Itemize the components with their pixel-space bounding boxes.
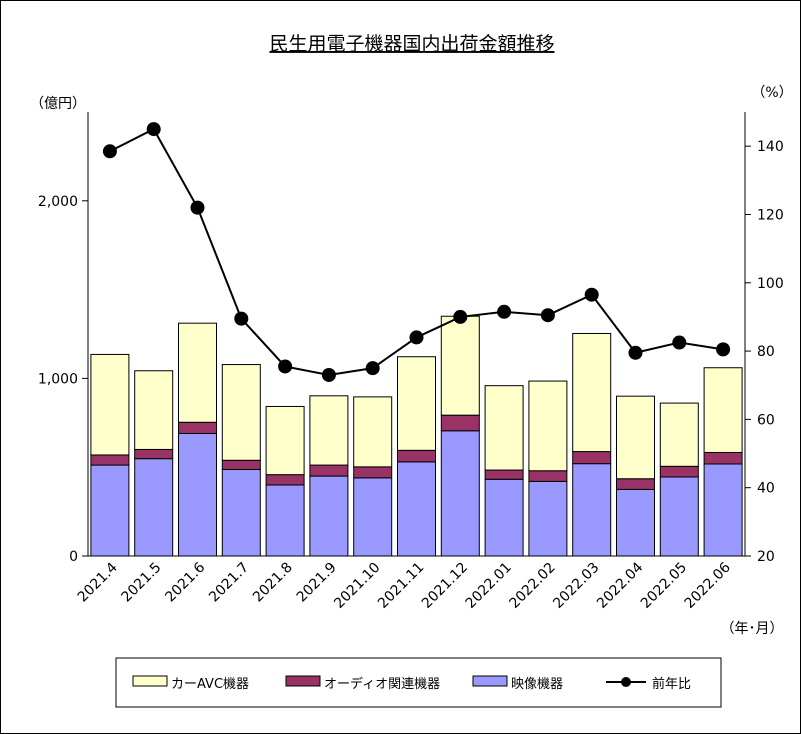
bar-segment (528, 380, 568, 472)
bar-segment (134, 370, 174, 450)
yoy-point (146, 122, 161, 137)
right-axis-tick-label: 140 (757, 139, 784, 155)
yoy-point (321, 367, 336, 382)
right-axis-tick-label: 20 (757, 549, 775, 565)
yoy-point (234, 311, 249, 326)
bar-segment (221, 364, 261, 461)
plot-area: 0 1,000 2,000 20 40 60 80 100 120 140 2021.42021.5… (38, 112, 784, 612)
legend-label: 前年比 (652, 676, 691, 692)
bar-segment (397, 461, 436, 557)
bar-segment (353, 396, 393, 468)
legend: カーAVC機器 オーディオ関連機器 映像機器 前年比 (115, 657, 722, 708)
yoy-point (102, 144, 117, 159)
x-axis-tick-label: 2022.01 (463, 560, 515, 612)
x-axis-tick-label: 2021.4 (75, 559, 121, 605)
bar-segment (265, 484, 305, 557)
bar-segment (440, 430, 480, 557)
bar-segment (703, 451, 743, 465)
bar-segment (440, 414, 480, 432)
bar-segment (353, 477, 393, 557)
x-axis-tick-label: 2022.04 (594, 559, 646, 611)
bar-segment (703, 463, 743, 557)
yoy-point (628, 345, 643, 360)
bar-segment (572, 451, 612, 465)
right-axis-unit: （%） (751, 85, 792, 101)
bar-segment (659, 402, 699, 467)
bar-segment (265, 405, 305, 476)
yoy-point (190, 200, 205, 215)
yoy-point (453, 309, 468, 324)
bar-segment (309, 395, 349, 466)
legend-swatch (132, 675, 168, 687)
yoy-point (540, 308, 555, 323)
yoy-point (278, 359, 293, 374)
bar-segment (178, 322, 217, 423)
bar-segment (659, 476, 699, 557)
bar-segment (178, 421, 217, 434)
bar-segment (178, 432, 217, 557)
right-axis-tick-label: 80 (757, 344, 775, 360)
chart-title: 民生用電子機器国内出荷金額推移 (269, 33, 554, 55)
bar-segment (616, 488, 655, 557)
legend-swatch (472, 675, 508, 687)
x-axis-tick-label: 2021.6 (162, 559, 208, 605)
right-axis-tick-label: 40 (757, 481, 775, 497)
x-axis-unit: （年･月） (721, 621, 784, 637)
bar-segment (572, 332, 612, 453)
yoy-point (584, 287, 599, 302)
bar-segment (616, 395, 655, 480)
bar-segment (572, 463, 612, 557)
x-axis-tick-label: 2022.02 (506, 560, 558, 612)
x-axis-tick-label: 2021.5 (119, 560, 165, 606)
bar-segment (221, 459, 261, 471)
yoy-point (716, 342, 731, 357)
bar-segment (484, 478, 524, 557)
x-axis-tick-label: 2022.03 (550, 560, 602, 612)
bar-segment (484, 385, 524, 471)
x-axis-tick-label: 2021.10 (331, 560, 383, 612)
right-axis-tick-label: 100 (757, 276, 784, 292)
left-axis-tick-label: 0 (69, 549, 78, 565)
bar-segment (397, 449, 436, 463)
bar-segment (221, 469, 261, 557)
left-axis-tick-label: 2,000 (38, 194, 78, 210)
bar-segment (134, 448, 174, 460)
bar-segment (265, 474, 305, 486)
bar-segment (353, 466, 393, 479)
bar-segment (528, 480, 568, 557)
legend-label: オーディオ関連機器 (324, 676, 440, 692)
left-axis-tick-label: 1,000 (38, 371, 78, 387)
legend-label: 映像機器 (511, 677, 563, 692)
right-axis-tick-label: 60 (757, 412, 775, 428)
legend-marker (621, 677, 631, 687)
legend-swatch (285, 675, 321, 687)
bar-segment (484, 469, 524, 480)
bar-segment (309, 464, 349, 477)
x-axis-tick-label: 2022.06 (682, 559, 734, 611)
bar-segment (90, 353, 130, 456)
bar-segment (134, 458, 174, 557)
bar-segment (90, 464, 130, 557)
x-axis-tick-label: 2021.7 (206, 560, 252, 606)
yoy-point (497, 304, 512, 319)
x-axis-tick-label: 2021.12 (419, 560, 471, 612)
bar-segment (528, 470, 568, 482)
legend-label: カーAVC機器 (171, 677, 249, 692)
bar-segment (703, 367, 743, 453)
bar-segment (90, 454, 130, 466)
bar-segment (659, 465, 699, 478)
left-axis-unit: （億円） (30, 96, 86, 112)
x-axis-tick-label: 2022.05 (638, 560, 690, 612)
bar-segment (309, 475, 349, 557)
right-axis-tick-label: 120 (757, 207, 784, 223)
bar-segment (440, 315, 480, 416)
yoy-point (409, 330, 424, 345)
x-axis-tick-label: 2021.8 (250, 560, 296, 606)
x-axis-tick-label: 2021.11 (375, 560, 427, 612)
yoy-point (672, 335, 687, 350)
yoy-point (365, 361, 380, 376)
bar-segment (616, 478, 655, 490)
bar-segment (397, 356, 436, 451)
